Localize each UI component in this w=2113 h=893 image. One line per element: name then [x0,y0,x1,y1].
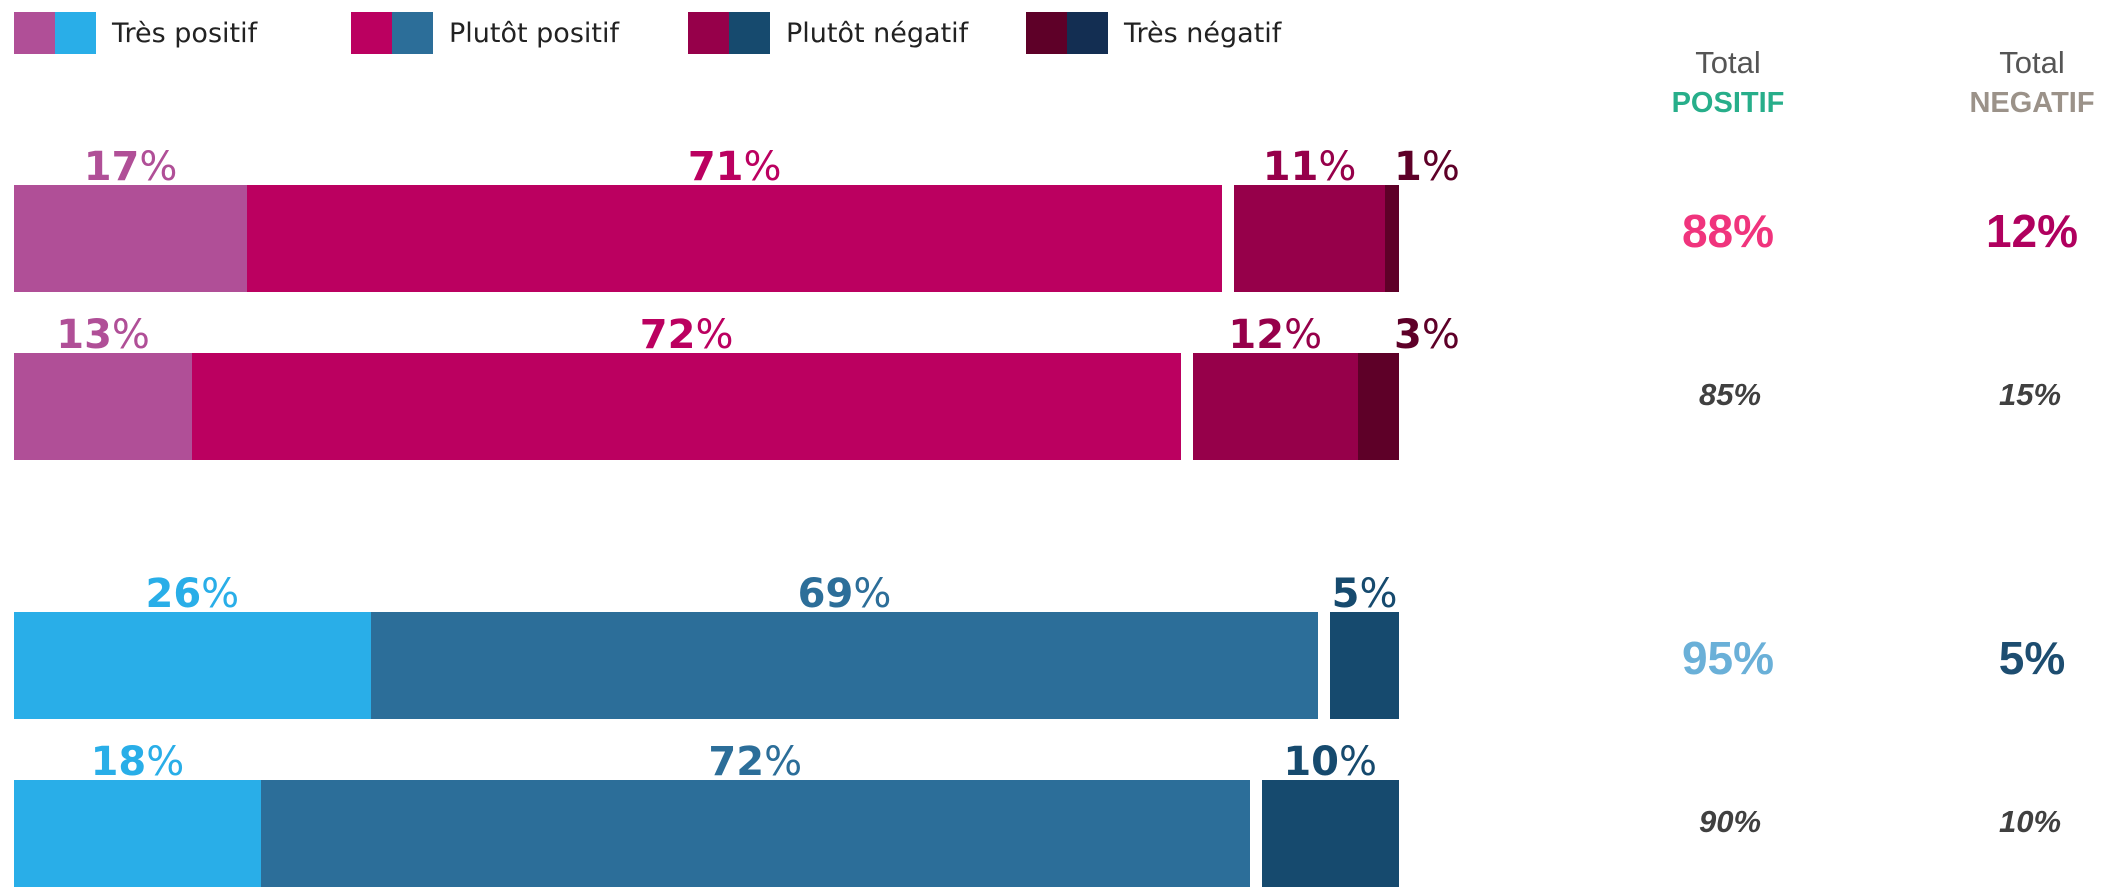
bar-segment [1385,185,1399,292]
legend-label: Plutôt négatif [786,17,969,49]
bar-segment [1330,612,1399,719]
legend-label: Très négatif [1124,17,1282,49]
total-negatif-header-line2: NEGATIF [1969,87,2095,119]
bar-segment [1261,780,1399,887]
total-negatif-header: Total NEGATIF [1902,42,2113,124]
total-negatif-value: 5% [1998,631,2066,684]
legend-item: Très négatif [1026,12,1281,54]
total-positif-value: 85% [1698,376,1762,412]
data-label: 72% [639,312,734,358]
legend-swatch [1026,12,1067,54]
data-label: 13% [56,312,150,358]
legend-item: Plutôt positif [351,12,619,54]
bar-segment [370,612,1319,719]
data-label: 72% [708,739,803,785]
data-label: 69% [797,571,892,617]
legend-swatch [392,12,433,54]
bar-segment [1234,185,1386,292]
total-positif-header-line1: Total [1695,45,1761,80]
total-negatif-value: 12% [1985,204,2079,257]
total-negatif-value: 10% [1998,803,2062,839]
bar-segment [192,353,1182,460]
total-negatif-header-line1: Total [1999,45,2065,80]
data-label: 10% [1283,739,1378,785]
legend-swatch [729,12,770,54]
legend-item: Très positif [14,12,257,54]
legend-swatch [688,12,729,54]
data-label: 3% [1394,312,1460,358]
total-positif-header: Total POSITIF [1598,42,1858,124]
data-label: 71% [687,144,782,190]
data-label: 17% [83,144,178,190]
bar-segment [261,780,1250,887]
legend-swatch [1067,12,1108,54]
legend-label: Très positif [112,17,258,49]
total-positif-value: 95% [1681,631,1775,684]
data-label: 1% [1394,144,1460,190]
data-label: 11% [1262,144,1357,190]
data-label: 12% [1228,312,1323,358]
legend-swatch [14,12,55,54]
bar-segment [14,185,248,292]
legend-swatch [55,12,96,54]
legend-item: Plutôt négatif [688,12,968,54]
bar-segment [14,612,371,719]
legend-label: Plutôt positif [449,17,619,49]
bar-segment [1193,353,1358,460]
data-label: 5% [1331,571,1398,617]
total-negatif-value: 15% [1998,376,2062,412]
bar-segment [247,185,1223,292]
bar-segment [14,780,262,887]
data-label: 26% [145,571,240,617]
bar-segment [14,353,193,460]
total-positif-value: 88% [1681,204,1775,257]
data-label: 18% [90,739,185,785]
total-positif-header-line2: POSITIF [1671,87,1785,119]
legend-swatch [351,12,392,54]
total-positif-value: 90% [1698,803,1762,839]
bar-segment [1357,353,1399,460]
